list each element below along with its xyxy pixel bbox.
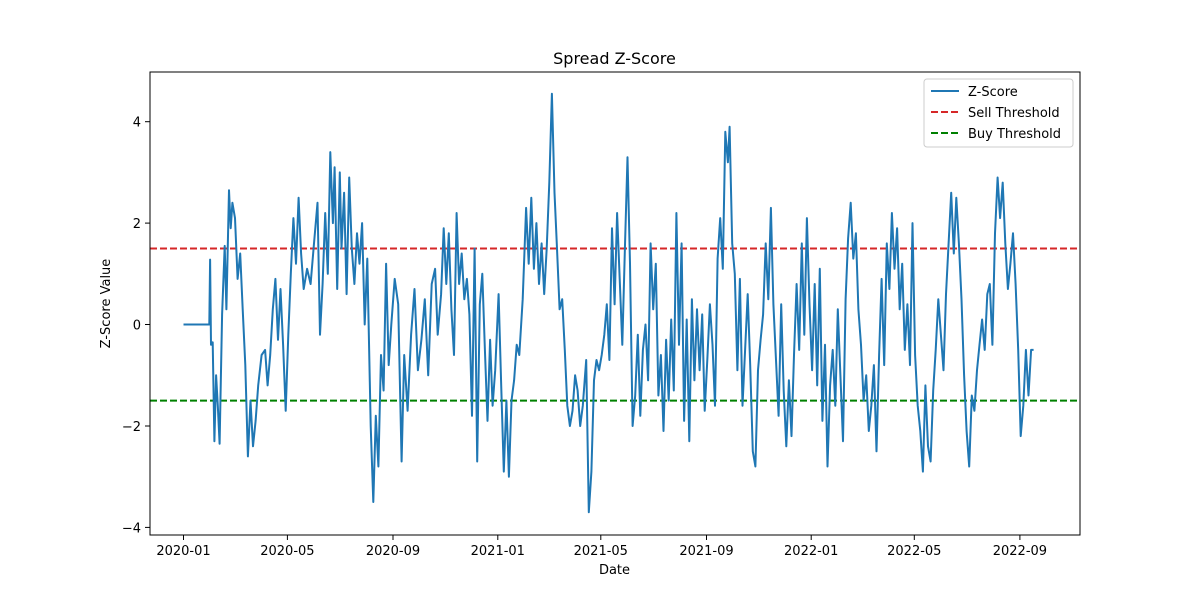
x-tick-label: 2021-09 xyxy=(679,544,733,559)
x-tick-label: 2022-01 xyxy=(784,544,838,559)
y-tick-label: 0 xyxy=(133,319,141,334)
x-tick-label: 2022-05 xyxy=(887,544,941,559)
zscore-series-line xyxy=(183,92,1034,514)
legend-entry-label: Sell Threshold xyxy=(968,106,1060,121)
x-tick-label: 2022-09 xyxy=(993,544,1047,559)
x-tick-label: 2021-05 xyxy=(574,544,628,559)
legend-box xyxy=(923,78,1074,148)
chart-title: Spread Z-Score xyxy=(553,49,676,68)
legend-entry-label: Z-Score xyxy=(968,85,1018,100)
plot-frame xyxy=(149,71,1081,536)
x-tick-label: 2020-01 xyxy=(156,544,210,559)
legend-entry-label: Buy Threshold xyxy=(968,127,1061,142)
x-tick-label: 2020-05 xyxy=(260,544,314,559)
x-tick-label: 2021-01 xyxy=(471,544,525,559)
x-axis-label: Date xyxy=(599,563,630,578)
y-tick-label: 2 xyxy=(133,217,141,232)
plot-area xyxy=(149,71,1081,536)
x-axis: 2020-01 2020-05 2020-09 2021-01 2021-05 2021-… xyxy=(156,535,1047,559)
y-axis: −4 −2 0 2 4 xyxy=(122,116,150,536)
y-tick-label: −4 xyxy=(122,521,141,536)
y-tick-label: −2 xyxy=(122,420,141,435)
y-tick-label: 4 xyxy=(133,116,141,131)
x-tick-label: 2020-09 xyxy=(366,544,420,559)
y-axis-label: Z-Score Value xyxy=(99,259,114,349)
legend: Z-Score Sell Threshold Buy Threshold xyxy=(923,78,1074,148)
